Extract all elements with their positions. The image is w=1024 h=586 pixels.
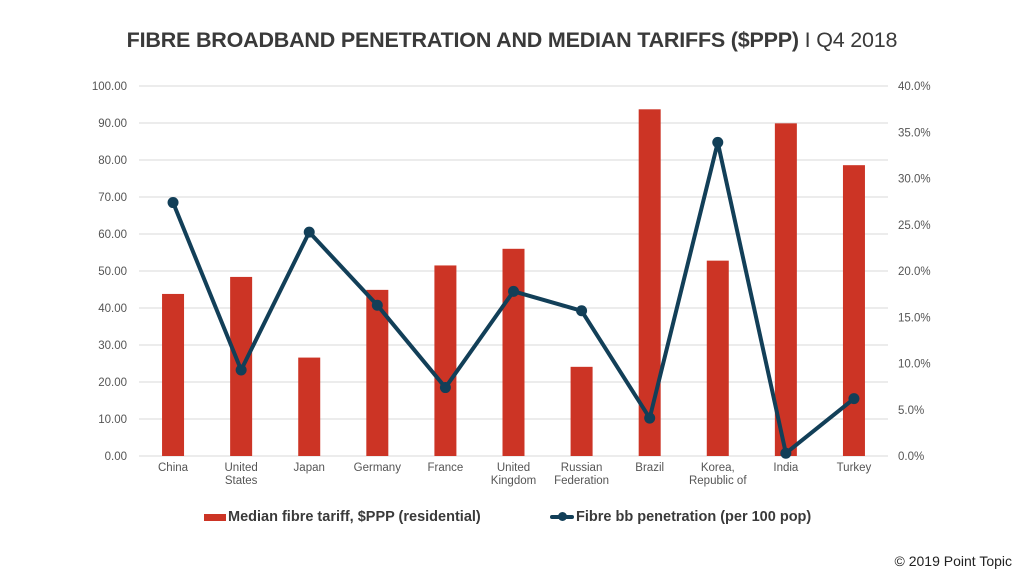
right-axis-tick-label: 15.0% xyxy=(898,312,931,324)
data-point xyxy=(303,226,315,238)
bar xyxy=(298,357,321,456)
data-point xyxy=(780,447,792,459)
category-label: United States xyxy=(225,462,258,487)
left-axis-tick-label: 90.00 xyxy=(98,118,127,130)
right-axis-tick-label: 35.0% xyxy=(898,127,931,139)
left-axis-tick-label: 40.00 xyxy=(98,303,127,315)
data-point xyxy=(167,197,179,209)
bar xyxy=(706,260,729,456)
legend-bar-swatch xyxy=(204,513,226,521)
category-label-line: United xyxy=(497,462,530,474)
chart-title-main: FIBRE BROADBAND PENETRATION AND MEDIAN T… xyxy=(126,28,799,52)
category-label: China xyxy=(158,462,189,474)
category-label-line: Brazil xyxy=(635,462,664,474)
data-point xyxy=(235,364,247,376)
category-label-line: Japan xyxy=(294,462,325,474)
legend-line-swatch xyxy=(550,512,574,521)
bar xyxy=(162,293,185,456)
bar xyxy=(502,248,525,456)
right-axis-tick-label: 30.0% xyxy=(898,174,931,186)
left-axis-tick-label: 60.00 xyxy=(98,229,127,241)
category-label: Turkey xyxy=(837,462,872,474)
legend-item-tariff: Median fibre tariff, $PPP (residential) xyxy=(204,509,481,525)
data-point xyxy=(848,393,860,405)
data-point xyxy=(644,412,656,424)
data-point xyxy=(439,382,451,394)
category-label: Germany xyxy=(354,462,402,474)
legend-label-penetration: Fibre bb penetration (per 100 pop) xyxy=(576,509,812,525)
right-axis-tick-label: 20.0% xyxy=(898,266,931,278)
copyright-notice: © 2019 Point Topic xyxy=(894,553,1012,569)
category-label-line: Turkey xyxy=(837,462,872,474)
left-axis-tick-label: 30.00 xyxy=(98,340,127,352)
category-label: India xyxy=(773,462,799,474)
legend-item-penetration: Fibre bb penetration (per 100 pop) xyxy=(550,509,811,525)
left-axis-tick-label: 80.00 xyxy=(98,155,127,167)
category-label: Japan xyxy=(294,462,325,474)
data-point xyxy=(576,305,588,317)
chart-title-period: Q4 2018 xyxy=(816,28,898,52)
category-label-line: United xyxy=(225,462,258,474)
category-label-line: States xyxy=(225,475,258,487)
left-axis-tick-label: 20.00 xyxy=(98,377,127,389)
bar xyxy=(638,109,661,456)
category-label-line: China xyxy=(158,462,189,474)
right-axis-tick-label: 5.0% xyxy=(898,405,924,417)
category-label-line: Germany xyxy=(354,462,402,474)
left-axis-tick-label: 100.00 xyxy=(92,81,127,93)
category-label-line: Russian xyxy=(561,462,603,474)
bar xyxy=(774,123,797,457)
category-label-line: Federation xyxy=(554,475,609,487)
left-axis-tick-label: 70.00 xyxy=(98,192,127,204)
bar xyxy=(570,366,593,456)
category-label-line: France xyxy=(428,462,464,474)
data-point xyxy=(371,299,383,311)
category-label: United Kingdom xyxy=(491,462,536,487)
category-label: Russian Federation xyxy=(554,462,609,487)
right-axis-tick-label: 10.0% xyxy=(898,359,931,371)
bar-series xyxy=(162,109,865,457)
category-label-line: Korea, xyxy=(701,462,735,474)
left-axis: 0.00 10.00 20.00 30.00 40.00 50.00 60.00 70.00 8… xyxy=(92,81,127,463)
bar xyxy=(842,165,865,456)
category-label-line: Republic of xyxy=(689,475,747,487)
category-label: Brazil xyxy=(635,462,664,474)
bar xyxy=(434,265,457,456)
right-axis-tick-label: 40.0% xyxy=(898,81,931,93)
bar xyxy=(366,289,389,456)
left-axis-tick-label: 0.00 xyxy=(105,451,127,463)
category-label-line: India xyxy=(773,462,799,474)
right-axis: 0.0% 5.0% 10.0% 15.0% 20.0% 25.0% 30.0% 35.0% 40… xyxy=(898,81,931,463)
line-series xyxy=(167,136,860,459)
data-point xyxy=(508,285,519,297)
left-axis-tick-label: 10.00 xyxy=(98,414,127,426)
category-label: Korea, Republic of xyxy=(689,462,747,487)
legend: Median fibre tariff, $PPP (residential) … xyxy=(0,509,1024,529)
right-axis-tick-label: 0.0% xyxy=(898,451,924,463)
chart-area: 0.00 10.00 20.00 30.00 40.00 50.00 60.00 70.00 8… xyxy=(92,81,931,487)
left-axis-tick-label: 50.00 xyxy=(98,266,127,278)
chart-title-separator: I xyxy=(798,28,817,52)
right-axis-tick-label: 25.0% xyxy=(898,220,931,232)
category-label: France xyxy=(428,462,464,474)
data-point xyxy=(712,136,724,148)
category-label-line: Kingdom xyxy=(491,475,536,487)
chart-title: FIBRE BROADBAND PENETRATION AND MEDIAN T… xyxy=(0,28,1024,53)
legend-label-tariff: Median fibre tariff, $PPP (residential) xyxy=(228,509,481,525)
